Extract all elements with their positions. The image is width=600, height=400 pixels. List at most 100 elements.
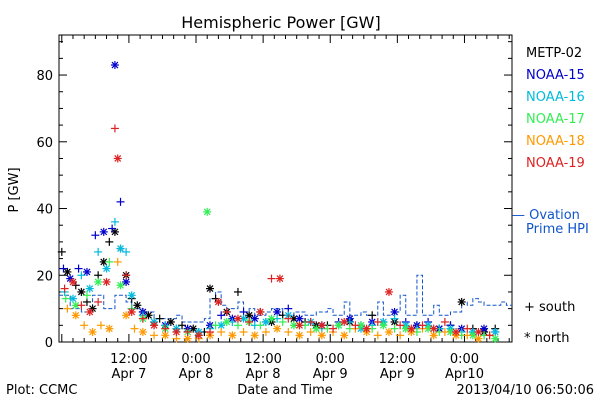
data-point bbox=[401, 324, 410, 333]
data-point bbox=[91, 231, 100, 240]
data-point bbox=[122, 271, 131, 280]
marker-legend: + south * north bbox=[524, 300, 575, 346]
data-point bbox=[261, 317, 270, 326]
data-point bbox=[80, 321, 89, 330]
data-point bbox=[362, 324, 371, 333]
data-point bbox=[250, 314, 259, 323]
plot-frame bbox=[58, 34, 513, 343]
data-point bbox=[222, 307, 231, 316]
data-point bbox=[245, 317, 254, 326]
x-tick-date: Apr 8 bbox=[179, 367, 214, 382]
satellite-legend: METP-02 NOAA-15 NOAA-16 NOAA-17 NOAA-18 NOAA-… bbox=[526, 46, 585, 171]
data-point bbox=[457, 297, 466, 306]
data-point bbox=[105, 257, 114, 266]
data-point bbox=[256, 321, 265, 330]
data-point bbox=[245, 311, 254, 320]
data-point bbox=[379, 321, 388, 330]
data-point bbox=[440, 317, 449, 326]
ovation-hpi-path bbox=[59, 274, 512, 323]
data-point bbox=[390, 307, 399, 316]
data-point bbox=[68, 294, 77, 303]
data-point bbox=[59, 264, 68, 273]
data-point bbox=[138, 314, 147, 323]
data-point bbox=[96, 321, 105, 330]
data-point bbox=[273, 324, 282, 333]
data-point bbox=[127, 307, 136, 316]
data-point bbox=[384, 287, 393, 296]
data-point bbox=[340, 331, 349, 340]
chart-title: Hemispheric Power [GW] bbox=[181, 13, 380, 32]
data-point bbox=[94, 277, 103, 286]
data-point bbox=[233, 321, 242, 330]
data-point bbox=[122, 247, 131, 256]
x-tick-time: 0:00 bbox=[316, 352, 345, 367]
data-point bbox=[295, 314, 304, 323]
data-point bbox=[77, 287, 86, 296]
data-point bbox=[429, 331, 438, 340]
x-tick-date: Apr 7 bbox=[111, 367, 146, 382]
x-tick-time: 12:00 bbox=[110, 352, 147, 367]
data-point bbox=[373, 331, 382, 340]
data-point bbox=[60, 284, 69, 293]
data-point bbox=[82, 297, 91, 306]
ovation-legend-label: — Ovation bbox=[512, 208, 580, 223]
data-point bbox=[306, 317, 315, 326]
data-point bbox=[273, 307, 282, 316]
data-point bbox=[150, 331, 159, 340]
x-tick-time: 12:00 bbox=[244, 352, 281, 367]
x-tick-time: 12:00 bbox=[379, 352, 416, 367]
data-point bbox=[116, 244, 125, 253]
marker-legend-entry: + south bbox=[524, 300, 575, 315]
data-point bbox=[77, 271, 86, 280]
data-point bbox=[368, 311, 377, 320]
data-point bbox=[85, 284, 94, 293]
data-point bbox=[390, 324, 399, 333]
data-point bbox=[396, 331, 405, 340]
data-point bbox=[150, 321, 159, 330]
legend-entry: NOAA-15 bbox=[526, 68, 585, 83]
data-point bbox=[233, 314, 242, 323]
data-point bbox=[94, 297, 103, 306]
data-point bbox=[306, 327, 315, 336]
data-point bbox=[99, 227, 108, 236]
data-point bbox=[116, 197, 125, 206]
data-point bbox=[189, 324, 198, 333]
data-point bbox=[474, 334, 483, 343]
data-points bbox=[57, 61, 500, 343]
data-point bbox=[275, 274, 284, 283]
data-point bbox=[351, 321, 360, 330]
data-point bbox=[172, 327, 181, 336]
data-point bbox=[373, 317, 382, 326]
ovation-hpi-line bbox=[59, 274, 512, 323]
y-axis-label: P [GW] bbox=[7, 167, 22, 212]
data-point bbox=[116, 281, 125, 290]
x-tick-date: Apr 9 bbox=[380, 367, 415, 382]
y-tick-label: 80 bbox=[36, 69, 53, 84]
x-tick-date: Apr 9 bbox=[313, 367, 348, 382]
data-point bbox=[127, 291, 136, 300]
legend-entry: NOAA-18 bbox=[526, 134, 585, 149]
data-point bbox=[113, 257, 122, 266]
data-point bbox=[194, 331, 203, 340]
data-point bbox=[261, 327, 270, 336]
data-point bbox=[228, 331, 237, 340]
data-point bbox=[390, 314, 399, 323]
ovation-legend-label-line2: Prime HPI bbox=[526, 222, 589, 237]
legend-entry: NOAA-17 bbox=[526, 112, 585, 127]
data-point bbox=[166, 317, 175, 326]
data-point bbox=[203, 207, 212, 216]
data-point bbox=[105, 237, 114, 246]
data-point bbox=[63, 304, 72, 313]
y-tick-label: 40 bbox=[36, 203, 53, 218]
data-point bbox=[267, 274, 276, 283]
data-point bbox=[284, 314, 293, 323]
data-point bbox=[110, 61, 119, 70]
data-point bbox=[110, 124, 119, 133]
data-point bbox=[491, 334, 500, 343]
x-axis-label: Date and Time bbox=[237, 383, 333, 398]
data-point bbox=[480, 324, 489, 333]
data-point bbox=[122, 277, 131, 286]
data-point bbox=[284, 304, 293, 313]
